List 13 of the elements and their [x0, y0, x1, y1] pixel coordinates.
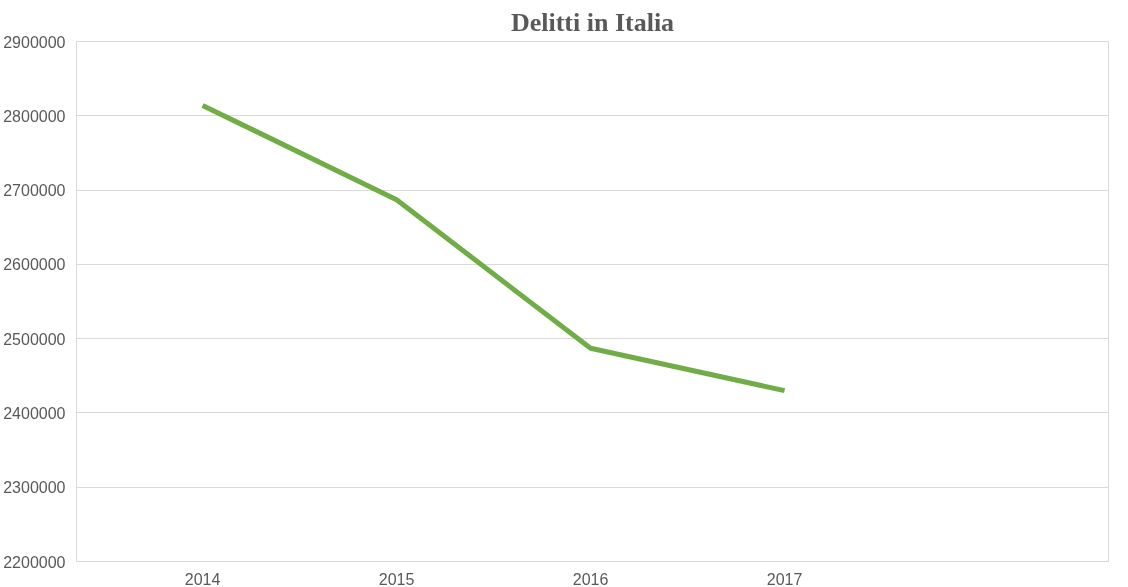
y-tick-label: 2400000	[3, 404, 66, 422]
x-tick-label: 2015	[378, 570, 415, 587]
x-tick-label: 2014	[184, 570, 221, 587]
x-tick-label: 2017	[766, 570, 803, 587]
y-tick-label: 2300000	[3, 479, 66, 497]
chart-title: Delitti in Italia	[510, 7, 675, 37]
y-tick-label: 2600000	[3, 256, 66, 274]
y-tick-label: 2700000	[3, 182, 66, 200]
y-tick-label: 2200000	[3, 553, 66, 571]
x-tick-label: 2016	[572, 570, 609, 587]
y-tick-label: 2800000	[3, 107, 66, 125]
y-tick-label: 2900000	[3, 33, 66, 51]
y-tick-label: 2500000	[3, 330, 66, 348]
